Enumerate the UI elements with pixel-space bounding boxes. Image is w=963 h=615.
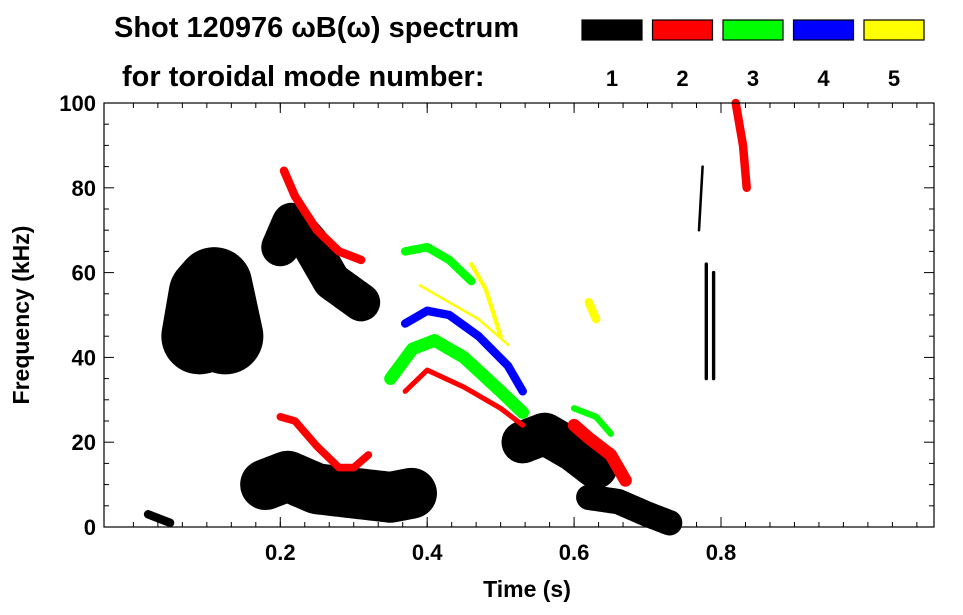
legend-label-mode-4: 4 bbox=[817, 66, 830, 91]
chart-title: Shot 120976 ωB(ω) spectrum bbox=[114, 12, 519, 44]
legend-swatch-mode-5 bbox=[863, 19, 925, 41]
mode-2-feature-9 bbox=[279, 166, 366, 265]
mode-1-feature-0 bbox=[161, 247, 264, 375]
y-tick-label: 80 bbox=[72, 176, 96, 201]
mode-1-feature-1 bbox=[261, 202, 381, 322]
y-tick-label: 100 bbox=[59, 91, 96, 116]
mode-2-feature-11 bbox=[402, 367, 526, 428]
y-axis-label: Frequency (kHz) bbox=[8, 226, 34, 405]
mode-1-feature-2 bbox=[240, 450, 438, 523]
legend-swatch-mode-1 bbox=[581, 19, 643, 41]
mode-3-feature-15 bbox=[384, 334, 530, 419]
mode-1-feature-8 bbox=[143, 510, 175, 528]
legend-swatch-mode-3 bbox=[722, 19, 784, 41]
x-tick-label: 0.2 bbox=[265, 540, 296, 565]
mode-2-feature-13 bbox=[731, 98, 751, 193]
mode-1-feature-7 bbox=[697, 165, 704, 232]
legend-label-mode-5: 5 bbox=[888, 66, 900, 91]
axes: 0.2 0.4 0.6 0.8 0 20 40 60 80 100 bbox=[59, 91, 934, 565]
legend-swatch-mode-2 bbox=[651, 19, 714, 41]
x-tick-label: 0.8 bbox=[706, 540, 737, 565]
legend-label-mode-1: 1 bbox=[606, 66, 618, 91]
legend-label-mode-2: 2 bbox=[676, 66, 688, 91]
mode-2-feature-12 bbox=[567, 418, 632, 487]
mode-1-feature-4 bbox=[576, 484, 683, 536]
y-tick-label: 40 bbox=[72, 345, 96, 370]
mode-3-feature-16 bbox=[570, 405, 614, 437]
legend: 1 2 3 4 5 bbox=[581, 19, 925, 91]
y-tick-label: 60 bbox=[72, 261, 96, 286]
spectrogram-marks bbox=[143, 98, 751, 536]
mode-4-feature-17 bbox=[400, 306, 527, 396]
mode-1-feature-3 bbox=[501, 412, 618, 489]
mode-5-feature-18 bbox=[469, 261, 503, 339]
x-tick-label: 0.6 bbox=[559, 540, 590, 565]
x-axis-label: Time (s) bbox=[483, 576, 571, 602]
legend-swatch-mode-4 bbox=[792, 19, 855, 41]
legend-title: for toroidal mode number: bbox=[122, 61, 485, 93]
mode-5-feature-19 bbox=[584, 298, 601, 324]
mode-2-feature-10 bbox=[276, 412, 373, 472]
mode-5-feature-20 bbox=[418, 284, 510, 346]
y-tick-label: 0 bbox=[84, 515, 96, 540]
y-tick-label: 20 bbox=[72, 430, 96, 455]
x-tick-label: 0.4 bbox=[412, 540, 443, 565]
mode-3-feature-14 bbox=[400, 242, 476, 286]
legend-label-mode-3: 3 bbox=[747, 66, 759, 91]
